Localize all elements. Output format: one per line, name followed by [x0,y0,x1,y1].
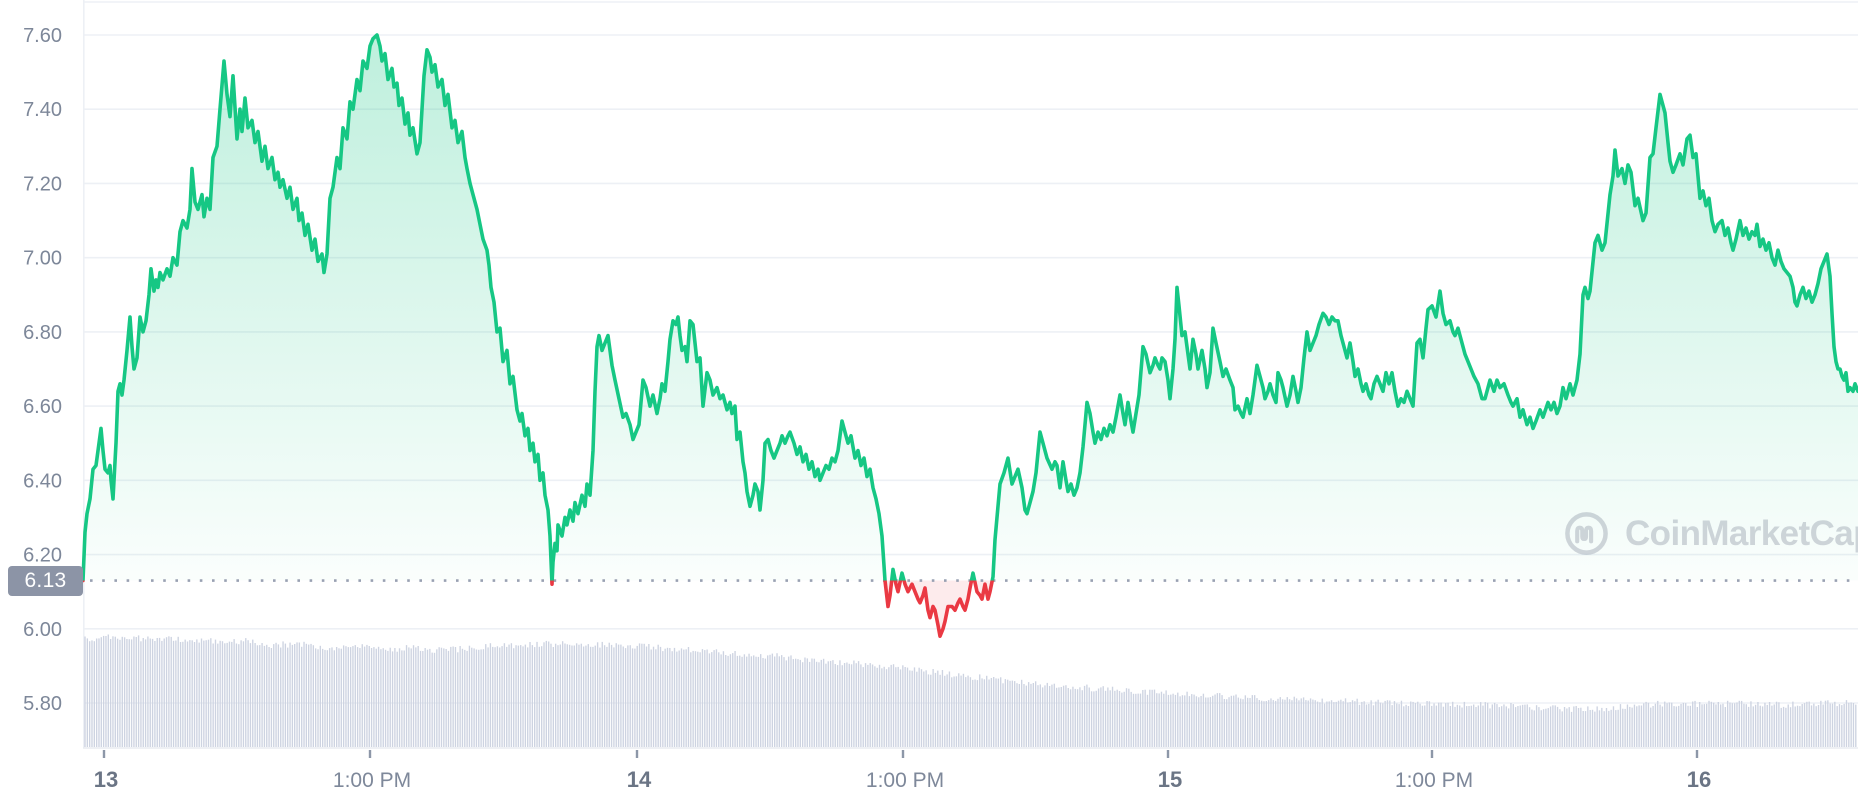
y-axis-label: 6.80 [23,322,62,344]
y-axis-label: 5.80 [23,693,62,715]
price-line-down [81,580,995,638]
volume-bars [84,634,1857,747]
baseline-price-label: 6.13 [24,569,67,592]
y-axis-label: 6.60 [23,396,62,418]
y-axis-label: 7.40 [23,99,62,121]
y-axis-label: 7.20 [23,173,62,195]
x-axis-label: 1:00 PM [1395,769,1473,792]
x-axis-label: 1:00 PM [866,769,944,792]
y-axis-label: 7.00 [23,248,62,270]
y-axis-label: 6.40 [23,470,62,492]
x-axis-label: 14 [627,767,652,792]
x-axis-label: 16 [1687,767,1711,792]
y-axis-label: 6.00 [23,619,62,641]
x-axis-label: 15 [1158,767,1182,792]
x-axis-label: 13 [94,767,118,792]
baseline-price-badge: 6.13 [8,566,83,596]
y-axis-label: 6.20 [23,545,62,567]
price-area-fill-up [83,35,1858,581]
y-axis-label: 7.60 [23,25,62,47]
x-axis-label: 1:00 PM [333,769,411,792]
price-line-up [81,33,1858,581]
